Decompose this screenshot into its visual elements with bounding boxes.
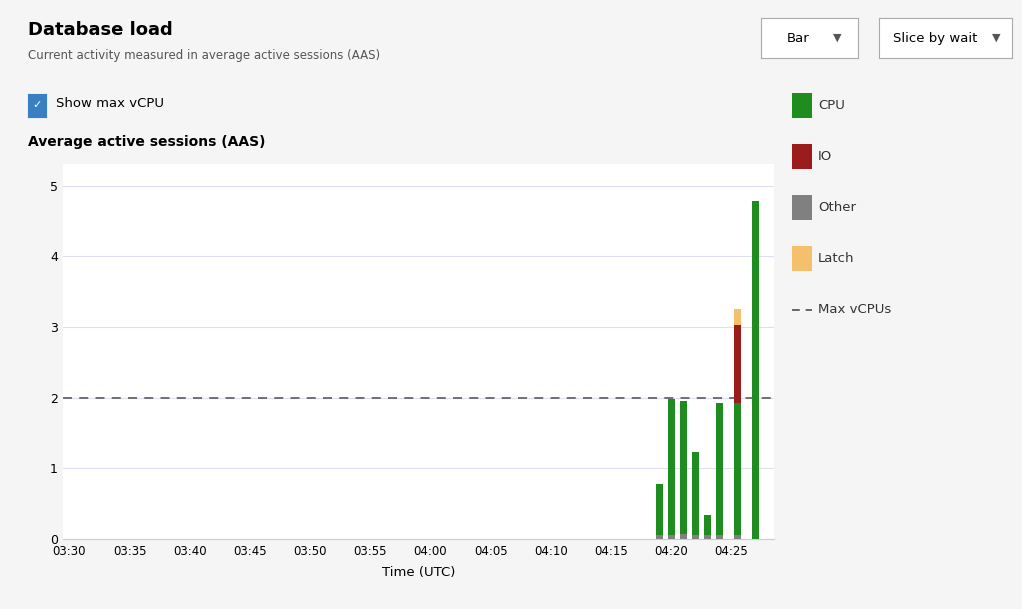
Bar <box>704 515 710 535</box>
Bar <box>792 93 812 118</box>
Text: Bar: Bar <box>787 32 809 44</box>
Text: Other: Other <box>818 201 855 214</box>
Bar <box>692 452 699 535</box>
Text: Current activity measured in average active sessions (AAS): Current activity measured in average act… <box>28 49 380 62</box>
Text: Show max vCPU: Show max vCPU <box>56 97 165 110</box>
X-axis label: Time (UTC): Time (UTC) <box>382 566 455 579</box>
Bar <box>716 535 723 539</box>
Bar <box>792 144 812 169</box>
Bar <box>680 534 687 539</box>
Bar <box>680 401 687 534</box>
Bar <box>734 403 741 535</box>
Bar <box>692 535 699 539</box>
Text: Max vCPUs: Max vCPUs <box>818 303 891 316</box>
Text: Database load: Database load <box>28 21 173 40</box>
Bar <box>668 535 675 539</box>
Bar <box>734 309 741 325</box>
Bar <box>734 535 741 539</box>
Text: IO: IO <box>818 150 832 163</box>
Bar <box>752 201 759 539</box>
Text: Latch: Latch <box>818 252 854 265</box>
Text: Slice by wait: Slice by wait <box>892 32 977 44</box>
Bar <box>792 246 812 271</box>
Text: Average active sessions (AAS): Average active sessions (AAS) <box>28 135 265 149</box>
Bar <box>792 195 812 220</box>
Bar <box>734 325 741 403</box>
Bar <box>656 484 662 535</box>
Bar <box>656 535 662 539</box>
Text: CPU: CPU <box>818 99 844 111</box>
Text: ▼: ▼ <box>833 33 841 43</box>
Bar <box>716 403 723 535</box>
Bar <box>704 535 710 539</box>
Text: ▼: ▼ <box>991 33 1001 43</box>
Text: ✓: ✓ <box>32 100 42 110</box>
Bar <box>668 399 675 535</box>
